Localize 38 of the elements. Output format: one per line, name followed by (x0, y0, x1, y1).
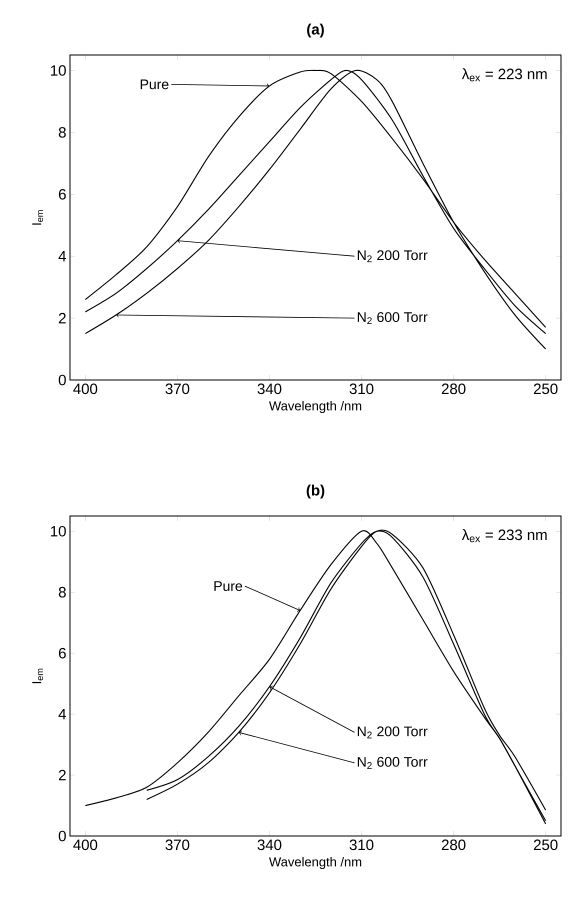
annotation: λ$_{ex}$ = 233 nm (462, 529, 547, 542)
x-tick-label: 280 (442, 840, 466, 850)
y-tick-label: 2 (58, 312, 66, 324)
y-tick-label: 0 (58, 830, 66, 842)
y-tick-label: 4 (58, 708, 66, 720)
y-tick-label: 0 (58, 374, 66, 386)
text: Pure (140, 80, 168, 90)
chart-title: (b) (306, 484, 324, 499)
y-tick-label: 10 (50, 65, 66, 76)
text: N$_{2}$ 600 Torr (358, 312, 428, 324)
x-tick-label: 310 (350, 384, 374, 394)
y-tick-label: 10 (50, 526, 66, 537)
x-tick-label: 400 (73, 384, 98, 394)
chart-title: (a) (307, 24, 324, 38)
x-tick-label: 370 (165, 384, 190, 394)
x-tick-label: 250 (534, 384, 558, 394)
text: N$_{2}$ 600 Torr (358, 756, 428, 769)
y-tick-label: 2 (58, 770, 66, 780)
y-tick-label: 6 (58, 648, 66, 658)
y-axis-title: I$_{em}$ (32, 210, 44, 225)
x-tick-label: 310 (350, 840, 374, 850)
y-tick-label: 8 (58, 127, 66, 138)
x-tick-label: 340 (258, 384, 282, 394)
x-axis-title: Wavelength /nm (269, 856, 362, 870)
y-tick-label: 8 (58, 586, 66, 598)
text: Pure (214, 581, 242, 591)
y-tick-label: 6 (58, 188, 66, 200)
y-axis-title: I$_{em}$ (32, 668, 44, 684)
text: N$_{2}$ 200 Torr (358, 250, 428, 262)
x-axis-title: Wavelength /nm (269, 400, 362, 414)
x-tick-label: 370 (165, 840, 190, 850)
x-tick-label: 250 (534, 840, 558, 850)
annotation: λ$_{ex}$ = 223 nm (462, 68, 547, 82)
text: N$_{2}$ 200 Torr (358, 726, 428, 738)
x-tick-label: 280 (442, 384, 466, 394)
x-tick-label: 400 (73, 840, 98, 850)
y-tick-label: 4 (58, 251, 66, 262)
x-tick-label: 340 (258, 840, 282, 850)
